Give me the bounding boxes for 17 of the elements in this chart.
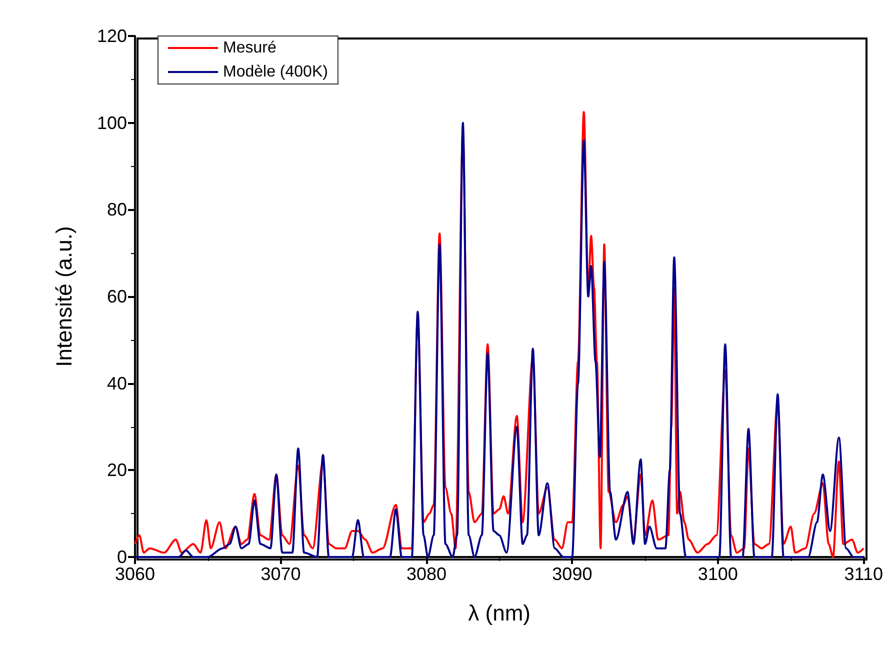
x-tick-label: 3090	[552, 564, 592, 584]
x-tick-label: 3080	[406, 564, 446, 584]
x-tick-label: 3110	[844, 564, 884, 584]
x-tick-label: 3060	[114, 564, 156, 584]
y-tick-label: 120	[96, 26, 127, 46]
y-tick-label: 40	[106, 373, 127, 394]
y-tick-label: 80	[106, 200, 127, 220]
x-tick-label: 3070	[260, 564, 301, 584]
legend-label: Mesuré	[223, 40, 276, 56]
x-axis-title: λ (nm)	[468, 600, 530, 626]
y-tick-label: 60	[106, 286, 127, 306]
y-tick-label: 0	[116, 547, 127, 567]
x-tick-label: 3100	[698, 564, 738, 584]
y-axis-title: Intensité (a.u.)	[52, 226, 76, 367]
y-tick-label: 20	[106, 460, 127, 480]
legend-label: Modèle (400K)	[223, 64, 328, 80]
y-tick-label: 100	[96, 112, 127, 133]
